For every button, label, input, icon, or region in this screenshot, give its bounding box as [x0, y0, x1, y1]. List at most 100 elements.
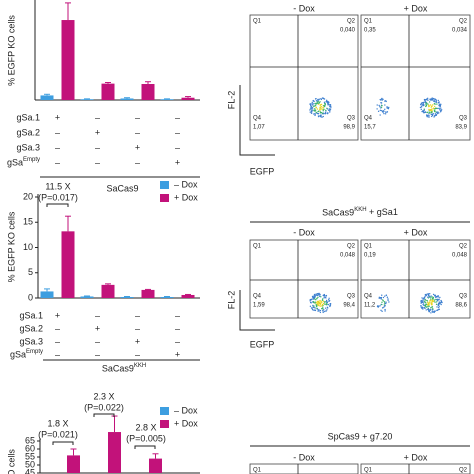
legend-label: – Dox [174, 179, 198, 189]
y-axis-label: P KO cells [6, 449, 16, 474]
axis-arrows [239, 85, 275, 156]
quadrant-value: 0,034 [452, 28, 468, 34]
event-dot [419, 106, 422, 109]
event-dot [314, 294, 316, 297]
event-dot [379, 106, 381, 108]
event-dot [423, 108, 425, 110]
event-dot [316, 297, 318, 300]
event-dot [315, 299, 317, 301]
event-dot [315, 294, 317, 297]
event-dot [311, 309, 314, 311]
error-bar [145, 81, 151, 85]
event-dot [320, 296, 322, 298]
legend-label: + Dox [174, 192, 198, 202]
event-dot [384, 302, 387, 305]
event-dot [319, 109, 322, 111]
event-dot [428, 104, 430, 106]
event-dot [379, 114, 381, 116]
row-sign: + [55, 112, 60, 122]
bar [120, 98, 134, 100]
event-dot [429, 309, 431, 311]
event-dot [313, 113, 315, 115]
event-dot [437, 111, 439, 113]
event-dot [310, 110, 313, 112]
event-dot [439, 296, 441, 299]
event-dot [320, 98, 322, 100]
event-dot [428, 295, 431, 298]
event-dot [434, 298, 436, 301]
row-sign: – [55, 323, 60, 333]
event-dot [318, 308, 320, 311]
event-dot [384, 310, 386, 312]
event-dot [381, 110, 384, 113]
annotation: 11.5 X [45, 181, 70, 191]
event-dot [435, 303, 438, 306]
event-dot [309, 305, 312, 307]
event-dot [430, 115, 433, 118]
event-dot [319, 302, 321, 304]
event-dot [434, 295, 436, 297]
event-dot [432, 104, 434, 106]
event-dot [421, 102, 423, 104]
row-label: gSaEmpty [7, 157, 40, 168]
superscript: Empty [23, 157, 40, 163]
event-dot [435, 295, 437, 298]
event-dot [386, 296, 389, 298]
row-sign: + [95, 323, 100, 333]
quadrant-value: 0,048 [452, 253, 468, 259]
event-dot [433, 110, 436, 113]
event-dot [317, 310, 320, 312]
error-bar [124, 97, 130, 99]
event-dot [427, 303, 429, 305]
annotation: 2.3 X [93, 391, 114, 401]
row-sign: – [55, 142, 60, 152]
event-dot [428, 112, 431, 114]
legend-label: – Dox [174, 405, 198, 415]
bar [101, 83, 115, 100]
quadrant-value: 88,6 [455, 303, 467, 309]
event-dot [381, 303, 383, 306]
quadrant-value: 0,048 [340, 253, 356, 259]
event-dot [426, 114, 429, 117]
event-dot [381, 310, 383, 313]
legend-swatch [160, 181, 169, 189]
event-dot [383, 301, 386, 303]
event-dot [322, 302, 325, 305]
event-dot [312, 107, 314, 109]
event-dot [429, 99, 431, 101]
bar [141, 84, 155, 100]
event-dot [312, 306, 314, 308]
event-dot [437, 304, 439, 307]
quadrant-name: Q1 [364, 244, 373, 250]
event-dot [429, 298, 432, 300]
row-sign: – [135, 127, 140, 137]
event-dot [379, 305, 381, 307]
event-dot [438, 107, 441, 109]
event-dot [438, 305, 440, 307]
event-dot [326, 112, 329, 115]
event-dot [377, 110, 380, 113]
event-dot [380, 106, 383, 108]
error-bar [164, 295, 170, 297]
event-dot [319, 107, 321, 109]
event-dot [324, 104, 327, 106]
event-dot [385, 100, 387, 103]
event-dot [376, 104, 378, 106]
event-dot [314, 301, 317, 303]
event-dot [427, 295, 430, 297]
event-dot [425, 303, 428, 306]
event-dot [328, 299, 331, 302]
event-dot [327, 102, 330, 104]
event-dot [421, 297, 423, 299]
bar [181, 294, 195, 298]
event-dot [436, 107, 438, 110]
event-dot [434, 103, 436, 105]
event-dot [435, 100, 437, 102]
event-dot [381, 307, 384, 309]
event-dot [314, 309, 317, 312]
event-dot [434, 114, 436, 117]
row-sign: – [175, 336, 180, 346]
row-sign: – [135, 157, 140, 167]
event-dot [325, 310, 327, 312]
bar [80, 99, 94, 100]
